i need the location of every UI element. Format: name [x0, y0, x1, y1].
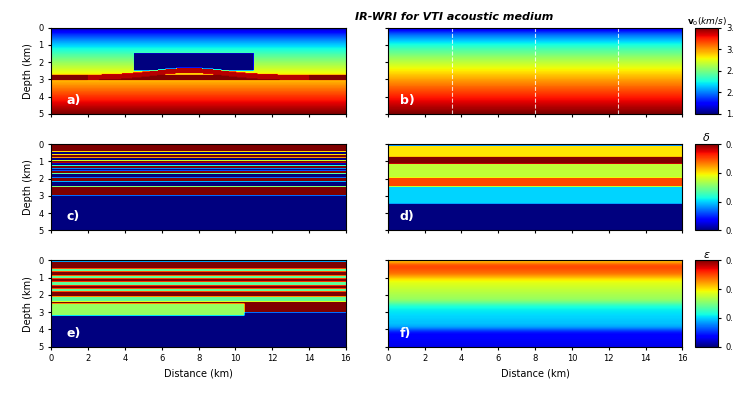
Text: c): c) — [66, 210, 79, 223]
Y-axis label: Depth (km): Depth (km) — [23, 43, 33, 98]
Title: $\mathbf{v}_0$$(km/s)$: $\mathbf{v}_0$$(km/s)$ — [687, 15, 726, 28]
X-axis label: Distance (km): Distance (km) — [501, 369, 570, 379]
Text: f): f) — [399, 327, 411, 340]
Text: IR-WRI for VTI acoustic medium: IR-WRI for VTI acoustic medium — [356, 12, 553, 22]
Text: e): e) — [66, 327, 81, 340]
Y-axis label: Depth (km): Depth (km) — [23, 159, 33, 215]
Title: $\epsilon$: $\epsilon$ — [703, 250, 710, 260]
Y-axis label: Depth (km): Depth (km) — [23, 276, 33, 331]
Title: $\delta$: $\delta$ — [702, 131, 711, 143]
Text: d): d) — [399, 210, 414, 223]
Text: b): b) — [399, 94, 414, 107]
Text: a): a) — [66, 94, 81, 107]
X-axis label: Distance (km): Distance (km) — [164, 369, 233, 379]
